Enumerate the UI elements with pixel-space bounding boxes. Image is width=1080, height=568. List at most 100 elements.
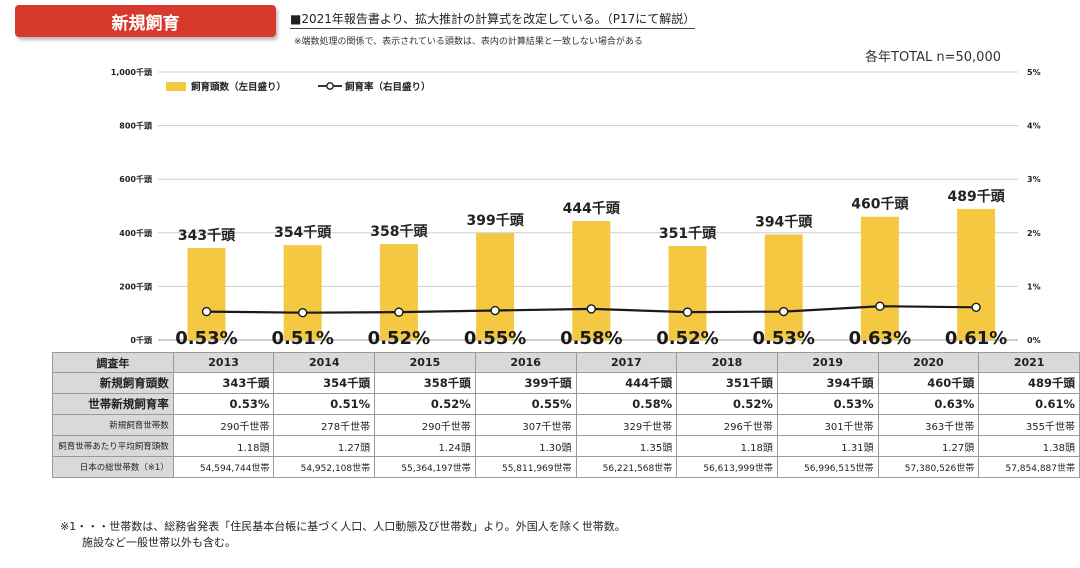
y-right-tick-label: 4% [1027, 122, 1041, 131]
table-cell: 1.30頭 [474, 435, 577, 457]
table-cell: 363千世帯 [877, 414, 980, 436]
rate-label-2020: 0.63% [849, 328, 911, 349]
table-cell: 296千世帯 [676, 414, 778, 436]
table-row-label: 新規飼育世帯数 [52, 414, 174, 436]
table-cell: 0.53% [776, 393, 879, 415]
table-cell: 55,811,969世帯 [474, 456, 577, 478]
table-header-year: 2021 [978, 352, 1080, 373]
rate-point-2015 [394, 307, 404, 317]
bar-label-2016: 399千頭 [466, 212, 524, 229]
table-header-year: 2013 [172, 352, 275, 373]
rate-label-2015: 0.52% [368, 328, 430, 349]
rate-point-2018 [682, 307, 693, 317]
table-cell: 55,364,197世帯 [374, 456, 476, 478]
table-row: 飼育世帯あたり平均飼育頭数 1.18頭 1.27頭 1.24頭 1.30頭 1.35頭 1.… [52, 435, 1080, 457]
data-table: 調査年 2013 2014 2015 2016 2017 2018 2019 2020 2021 新… [52, 352, 1080, 478]
bar-2018 [668, 245, 707, 340]
y-right-tick-label: 1% [1027, 282, 1041, 291]
y-left-tick-label: 600千頭 [119, 174, 153, 184]
table-cell: 329千世帯 [575, 414, 678, 436]
bar-label-2019: 394千頭 [755, 213, 813, 230]
table-cell: 444千頭 [575, 372, 678, 394]
table-cell: 1.18頭 [676, 435, 778, 457]
rate-label-2017: 0.58% [560, 328, 622, 349]
y-left-tick-label: 400千頭 [119, 228, 153, 238]
table-cell: 307千世帯 [474, 414, 577, 436]
table-cell: 1.38頭 [978, 435, 1080, 457]
y-left-tick-label: 0千頭 [130, 335, 153, 345]
table-header-row: 調査年 2013 2014 2015 2016 2017 2018 2019 2020 2021 [52, 352, 1080, 373]
bar-label-2015: 358千頭 [370, 223, 428, 240]
table-header-label: 調査年 [52, 352, 174, 373]
table-cell: 290千世帯 [374, 414, 476, 436]
table-header-year: 2015 [374, 352, 476, 373]
table-cell: 0.55% [474, 393, 577, 415]
table-cell: 0.52% [374, 393, 476, 415]
footnote-line-2: 施設など一般世帯以外も含む。 [82, 536, 236, 549]
bottom-footnote: ※1・・・世帯数は、総務省発表「住民基本台帳に基づく人口、人口動態及び世帯数」よ… [60, 519, 626, 551]
table-cell: 56,221,568世帯 [575, 456, 678, 478]
bar-2020 [860, 216, 899, 340]
table-cell: 1.31頭 [776, 435, 879, 457]
table-cell: 351千頭 [676, 372, 778, 394]
table-row: 世帯新規飼育率 0.53% 0.51% 0.52% 0.55% 0.58% 0.52% 0.5… [52, 393, 1080, 415]
bar-2014 [283, 245, 322, 340]
bar-2015 [379, 244, 418, 340]
table-cell: 57,854,887世帯 [978, 456, 1080, 478]
table-cell: 1.27頭 [877, 435, 980, 457]
rate-point-2016 [490, 305, 500, 316]
rate-label-2016: 0.55% [464, 328, 526, 349]
rate-label-2013: 0.53% [175, 328, 237, 349]
bar-label-2013: 343千頭 [178, 227, 236, 244]
table-header-year: 2019 [776, 352, 879, 373]
table-cell: 1.18頭 [172, 435, 275, 457]
y-left-tick-label: 800千頭 [119, 121, 153, 131]
rate-label-2018: 0.52% [656, 328, 718, 349]
table-cell: 354千頭 [273, 372, 376, 394]
rate-point-2017 [586, 304, 596, 314]
table-cell: 358千頭 [374, 372, 476, 394]
table-cell: 0.58% [575, 393, 678, 415]
revision-notice: ■2021年報告書より、拡大推計の計算式を改定している。（P17にて解説） [290, 10, 696, 29]
bar-label-2017: 444千頭 [563, 200, 621, 217]
table-row-label: 日本の総世帯数（※1） [52, 456, 174, 478]
page-title: 新規飼育 [15, 5, 276, 37]
rate-point-2014 [298, 307, 308, 318]
bar-2019 [764, 234, 803, 340]
table-cell: 301千世帯 [776, 414, 879, 436]
table-row: 日本の総世帯数（※1） 54,594,744世帯 54,952,108世帯 55,36… [52, 456, 1080, 478]
table-cell: 399千頭 [474, 372, 577, 394]
table-cell: 0.51% [273, 393, 376, 415]
bar-2021 [957, 208, 996, 340]
table-header-year: 2016 [474, 352, 577, 373]
y-right-tick-label: 3% [1027, 175, 1041, 184]
bar-label-2020: 460千頭 [851, 196, 909, 213]
table-header-year: 2017 [575, 352, 678, 373]
rate-point-2013 [201, 306, 212, 317]
rate-label-2019: 0.53% [752, 328, 814, 349]
combo-chart: 0千頭 200千頭 400千頭 600千頭 800千頭 1,000千頭 0% 1% 2% 3% 4%… [111, 67, 1041, 349]
table-row-label: 世帯新規飼育率 [52, 393, 174, 415]
table-cell: 54,952,108世帯 [273, 456, 376, 478]
table-row-label: 飼育世帯あたり平均飼育頭数 [52, 435, 174, 457]
table-cell: 355千世帯 [978, 414, 1080, 436]
table-cell: 0.63% [877, 393, 980, 415]
table-row: 新規飼育世帯数 290千世帯 278千世帯 290千世帯 307千世帯 329千世帯 296… [52, 414, 1080, 436]
total-sample-label: 各年TOTAL n=50,000 [865, 50, 1001, 65]
bar-label-2021: 489千頭 [947, 188, 1005, 205]
y-right-tick-label: 2% [1027, 229, 1041, 238]
table-cell: 394千頭 [776, 372, 879, 394]
bar-2016 [476, 233, 515, 340]
y-right-tick-label: 5% [1027, 68, 1041, 77]
table-row: 新規飼育頭数 343千頭 354千頭 358千頭 399千頭 444千頭 351千頭 394千… [52, 372, 1080, 394]
bar-label-2014: 354千頭 [274, 224, 332, 241]
table-cell: 0.53% [172, 393, 275, 415]
table-cell: 0.61% [978, 393, 1080, 415]
table-cell: 56,613,999世帯 [676, 456, 778, 478]
table-cell: 460千頭 [877, 372, 980, 394]
legend-bar-swatch [166, 82, 186, 91]
y-left-tick-label: 200千頭 [119, 281, 153, 291]
table-cell: 1.35頭 [575, 435, 678, 457]
rate-point-2019 [779, 306, 789, 317]
table-cell: 0.52% [676, 393, 778, 415]
